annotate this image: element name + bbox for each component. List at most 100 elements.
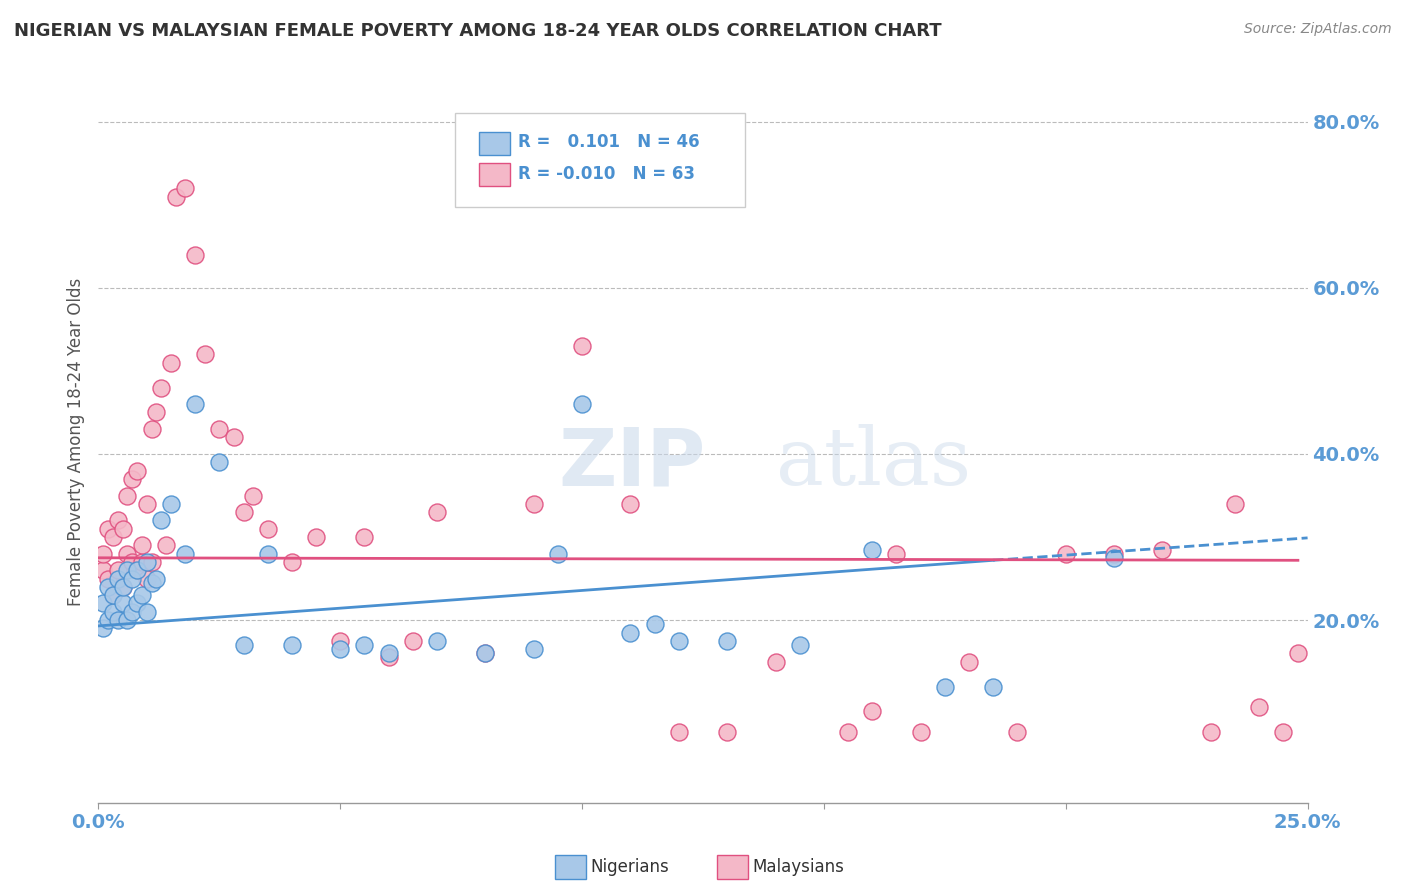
Point	[91, 563, 114, 577]
Point	[131, 555, 153, 569]
Point	[121, 472, 143, 486]
Point	[256, 522, 278, 536]
Point	[668, 633, 690, 648]
Point	[107, 572, 129, 586]
Point	[716, 725, 738, 739]
Point	[910, 725, 932, 739]
Point	[121, 572, 143, 586]
Point	[571, 397, 593, 411]
Point	[208, 422, 231, 436]
Point	[135, 605, 157, 619]
Point	[860, 542, 883, 557]
Point	[131, 588, 153, 602]
Text: R =   0.101   N = 46: R = 0.101 N = 46	[517, 134, 700, 152]
Point	[111, 522, 134, 536]
Point	[117, 547, 139, 561]
Point	[1249, 700, 1271, 714]
Point	[101, 605, 124, 619]
Point	[127, 464, 149, 478]
Point	[644, 617, 666, 632]
Point	[127, 563, 149, 577]
Text: Nigerians: Nigerians	[591, 858, 669, 876]
Point	[716, 633, 738, 648]
Point	[377, 646, 399, 660]
Point	[101, 530, 124, 544]
Point	[281, 638, 304, 652]
Point	[141, 555, 163, 569]
Point	[117, 613, 139, 627]
Point	[117, 563, 139, 577]
Point	[145, 405, 167, 419]
Text: ZIP: ZIP	[558, 425, 706, 502]
Point	[145, 572, 167, 586]
Point	[619, 497, 641, 511]
Point	[426, 505, 449, 519]
FancyBboxPatch shape	[479, 132, 509, 154]
Point	[1152, 542, 1174, 557]
Text: R = -0.010   N = 63: R = -0.010 N = 63	[517, 165, 695, 183]
Point	[837, 725, 859, 739]
Point	[121, 605, 143, 619]
Point	[1007, 725, 1029, 739]
Point	[523, 642, 546, 657]
Point	[353, 530, 375, 544]
Point	[111, 580, 134, 594]
Point	[619, 625, 641, 640]
Point	[329, 633, 352, 648]
Point	[232, 638, 254, 652]
Point	[141, 422, 163, 436]
Point	[91, 547, 114, 561]
Y-axis label: Female Poverty Among 18-24 Year Olds: Female Poverty Among 18-24 Year Olds	[66, 277, 84, 606]
Point	[1054, 547, 1077, 561]
Point	[150, 513, 173, 527]
Point	[886, 547, 908, 561]
Point	[127, 597, 149, 611]
Point	[150, 380, 173, 394]
Point	[571, 339, 593, 353]
Point	[232, 505, 254, 519]
Point	[127, 563, 149, 577]
Point	[107, 613, 129, 627]
Point	[107, 513, 129, 527]
Point	[426, 633, 449, 648]
Point	[135, 497, 157, 511]
Point	[194, 347, 217, 361]
Point	[91, 597, 114, 611]
Point	[111, 580, 134, 594]
Point	[165, 189, 187, 203]
Point	[97, 580, 120, 594]
Point	[474, 646, 496, 660]
Text: Malaysians: Malaysians	[752, 858, 844, 876]
Point	[547, 547, 569, 561]
Point	[1223, 497, 1246, 511]
Text: NIGERIAN VS MALAYSIAN FEMALE POVERTY AMONG 18-24 YEAR OLDS CORRELATION CHART: NIGERIAN VS MALAYSIAN FEMALE POVERTY AMO…	[14, 22, 942, 40]
Point	[1199, 725, 1222, 739]
Point	[101, 588, 124, 602]
Point	[1102, 550, 1125, 565]
Text: atlas: atlas	[776, 425, 970, 502]
Point	[131, 538, 153, 552]
Point	[1272, 725, 1295, 739]
Point	[765, 655, 787, 669]
Point	[91, 621, 114, 635]
Point	[1102, 547, 1125, 561]
Point	[174, 547, 197, 561]
Point	[256, 547, 278, 561]
Point	[242, 489, 264, 503]
Point	[329, 642, 352, 657]
Point	[97, 572, 120, 586]
Point	[174, 181, 197, 195]
Point	[208, 455, 231, 469]
Point	[160, 356, 183, 370]
Point	[523, 497, 546, 511]
Point	[222, 430, 245, 444]
Point	[135, 572, 157, 586]
Point	[957, 655, 980, 669]
Point	[135, 555, 157, 569]
Point	[402, 633, 425, 648]
Point	[377, 650, 399, 665]
Point	[117, 489, 139, 503]
Point	[474, 646, 496, 660]
Point	[860, 705, 883, 719]
Point	[141, 575, 163, 590]
